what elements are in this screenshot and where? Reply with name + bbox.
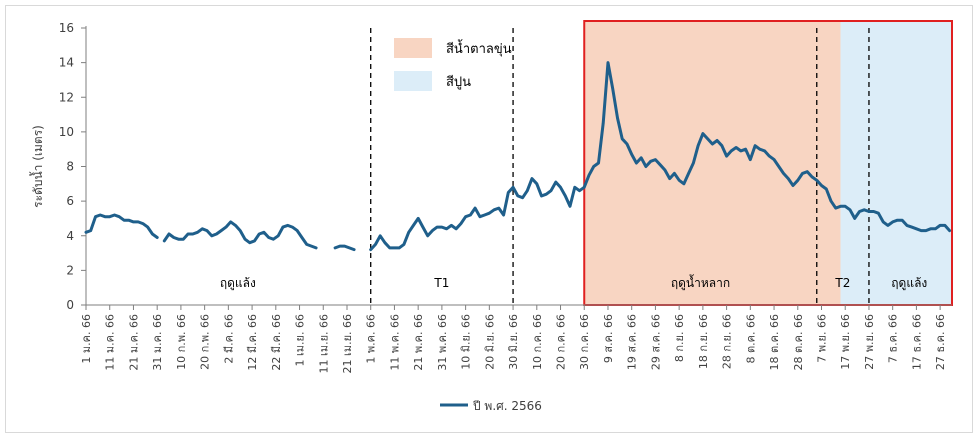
x-tick-label: 20 ก.ค. 66 (555, 314, 568, 370)
period-label-1: T1 (433, 276, 449, 290)
series-line-segment-2 (333, 244, 356, 252)
shaded-region-0 (584, 22, 841, 305)
y-axis-title: ระดับน้ำ (เมตร) (29, 125, 45, 208)
x-tick-label: 27 พ.ย. 66 (863, 314, 876, 370)
x-tick-label: 30 ก.ค. 66 (578, 314, 591, 370)
y-tick-label: 12 (59, 90, 74, 104)
x-tick-label: 22 มี.ค. 66 (270, 314, 283, 371)
x-tick-label: 11 ม.ค. 66 (104, 314, 117, 371)
x-tick-label: 10 มิ.ย. 66 (460, 314, 473, 370)
region-legend-swatch-0 (394, 38, 432, 58)
x-tick-label: 20 มิ.ย. 66 (483, 314, 496, 370)
x-tick-label: 17 ธ.ค. 66 (910, 314, 923, 370)
period-label-0: ฤดูแล้ง (220, 276, 256, 291)
x-tick-label: 18 ต.ค. 66 (768, 314, 781, 370)
x-tick-label: 7 พ.ย. 66 (816, 314, 829, 363)
y-tick-label: 14 (59, 56, 74, 70)
region-legend-swatch-1 (394, 71, 432, 91)
x-tick-label: 29 ส.ค. 66 (649, 314, 662, 370)
x-tick-label: 31 ม.ค. 66 (151, 314, 164, 371)
region-legend-label-1: สีปูน (446, 74, 471, 90)
x-tick-label: 21 พ.ค. 66 (412, 314, 425, 371)
y-tick-label: 8 (66, 160, 74, 174)
x-tick-label: 27 ธ.ค. 66 (934, 314, 947, 370)
region-legend-label-0: สีน้ำตาลขุ่น (446, 39, 512, 57)
x-tick-label: 11 เม.ย. 66 (317, 314, 330, 373)
x-tick-label: 10 ก.ค. 66 (531, 314, 544, 370)
x-tick-label: 1 ม.ค. 66 (80, 314, 93, 364)
x-tick-label: 31 พ.ค. 66 (436, 314, 449, 371)
x-tick-label: 2 มี.ค. 66 (222, 314, 235, 364)
y-tick-label: 10 (59, 125, 74, 139)
x-tick-label: 28 ต.ค. 66 (792, 314, 805, 370)
y-tick-label: 4 (66, 229, 74, 243)
y-tick-label: 6 (66, 194, 74, 208)
x-tick-label: 1 พ.ค. 66 (365, 314, 378, 364)
y-tick-label: 0 (66, 298, 74, 312)
period-label-2: ฤดูน้ำหลาก (671, 274, 730, 291)
series-line-segment-0 (84, 213, 159, 239)
x-tick-label: 28 ก.ย. 66 (721, 314, 734, 369)
x-tick-label: 8 ก.ย. 66 (673, 314, 686, 362)
shaded-region-1 (840, 22, 952, 305)
period-label-4: ฤดูแล้ง (891, 276, 927, 291)
x-tick-label: 12 มี.ค. 66 (246, 314, 259, 371)
series-line-segment-1 (162, 220, 318, 250)
y-tick-label: 2 (66, 263, 74, 277)
y-tick-label: 16 (59, 21, 74, 35)
x-tick-label: 1 เม.ย. 66 (294, 314, 307, 366)
x-tick-label: 21 เม.ย. 66 (341, 314, 354, 373)
series-legend-label-0: ปี พ.ศ. 2566 (472, 399, 542, 413)
x-tick-label: 17 พ.ย. 66 (839, 314, 852, 370)
x-tick-label: 8 ต.ค. 66 (744, 314, 757, 363)
x-tick-label: 18 ก.ย. 66 (697, 314, 710, 369)
x-tick-label: 11 พ.ค. 66 (388, 314, 401, 371)
x-tick-label: 9 ส.ค. 66 (602, 314, 615, 363)
series-line-segment-3 (369, 61, 952, 252)
x-tick-label: 7 ธ.ค. 66 (887, 314, 900, 363)
period-label-3: T2 (834, 276, 850, 290)
x-tick-label: 19 ส.ค. 66 (626, 314, 639, 370)
x-tick-label: 10 ก.พ. 66 (175, 314, 188, 370)
x-tick-label: 20 ก.พ. 66 (199, 314, 212, 370)
x-tick-label: 21 ม.ค. 66 (127, 314, 140, 371)
x-tick-label: 30 มิ.ย. 66 (507, 314, 520, 370)
